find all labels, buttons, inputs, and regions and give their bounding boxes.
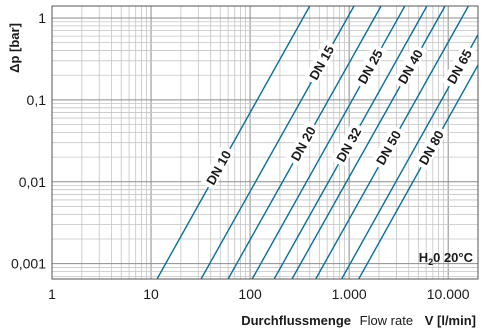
y-tick-label: 0,01 bbox=[19, 174, 46, 190]
x-axis-label-plain: Flow rate bbox=[360, 313, 413, 328]
series-label-bg bbox=[200, 144, 236, 191]
x-tick-label: 1.000 bbox=[332, 286, 367, 302]
series-label-bg bbox=[413, 124, 448, 171]
tick-labels: 1 10 100 1.000 10.000 0,001 0,01 0,1 1 bbox=[11, 10, 470, 302]
y-tick-label: 1 bbox=[38, 10, 46, 26]
medium-annotation: H20 20°C bbox=[419, 250, 474, 267]
series-label-bg bbox=[370, 124, 405, 171]
series-label-group: DN 50 bbox=[370, 124, 405, 171]
series-label-bg bbox=[441, 43, 476, 90]
x-axis-label-bold: Durchflussmenge bbox=[241, 313, 351, 328]
series-label-bg bbox=[330, 121, 366, 168]
annotation-rest: 0 20°C bbox=[433, 250, 474, 265]
x-tick-label: 10.000 bbox=[427, 286, 470, 302]
series-label: DN 40 bbox=[395, 47, 426, 86]
y-tick-label: 0,1 bbox=[27, 92, 47, 108]
x-tick-label: 10 bbox=[143, 286, 159, 302]
x-tick-label: 100 bbox=[238, 286, 262, 302]
plot-frame bbox=[51, 5, 479, 280]
series-label: DN 25 bbox=[355, 47, 386, 86]
y-axis-label: Δp [bar] bbox=[7, 23, 22, 73]
series-label: DN 50 bbox=[373, 128, 404, 167]
series-label-group: DN 10 bbox=[200, 144, 236, 191]
x-axis-label-symbol: V [l/min] bbox=[425, 313, 476, 328]
series-label-bg bbox=[303, 39, 339, 86]
annotation-subscript: 2 bbox=[428, 257, 433, 267]
series-label-group: DN 20 bbox=[285, 120, 320, 167]
series-label-bg bbox=[392, 43, 427, 90]
series-label-bg bbox=[285, 120, 320, 167]
series-label: DN 15 bbox=[306, 43, 337, 82]
series-line bbox=[156, 6, 311, 279]
series-label: DN 20 bbox=[288, 124, 319, 163]
annotation-medium: H bbox=[419, 250, 428, 265]
y-tick-label: 0,001 bbox=[11, 256, 46, 272]
x-axis-label: Durchflussmenge Flow rate V [l/min] bbox=[241, 313, 476, 328]
series-label-bg bbox=[352, 43, 387, 90]
series-label: DN 80 bbox=[416, 128, 447, 167]
x-tick-label: 1 bbox=[48, 286, 56, 302]
